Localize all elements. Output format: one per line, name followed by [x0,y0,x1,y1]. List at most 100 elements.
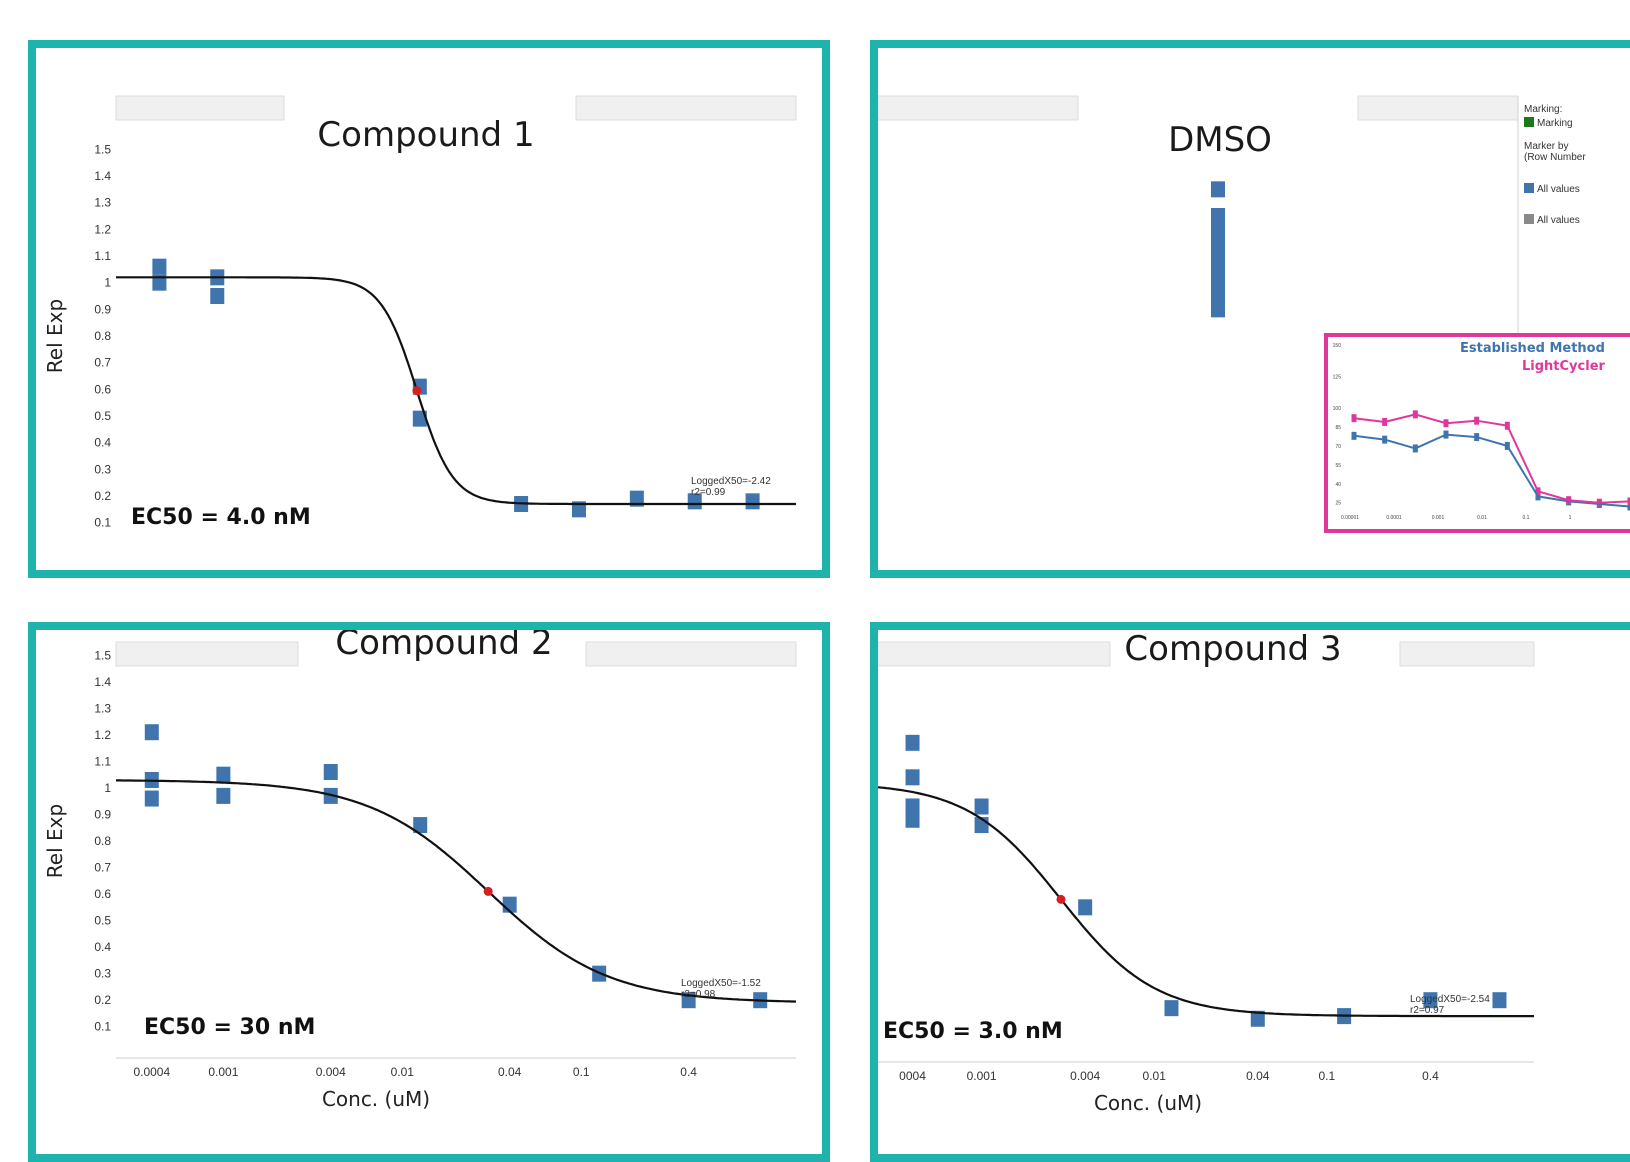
y-tick-label: 0.9 [94,807,111,821]
chart-title: DMSO [1168,120,1272,160]
y-tick-label: 0.2 [94,993,111,1007]
y-tick-label: 0.2 [94,489,111,503]
legend-marking-item: Marking [1537,118,1573,129]
data-point [906,769,920,785]
r2-label: r2=0.98 [681,989,716,1000]
data-point [1211,181,1225,197]
data-point [746,493,760,509]
y-tick-label: 1 [104,276,111,290]
chart-compound-2: Compound 21.51.41.31.21.110.90.80.70.60.… [36,630,822,1154]
data-point [906,735,920,751]
inset-y-tick: 70 [1335,444,1341,450]
inset-x-tick: 0.1 [1523,515,1530,521]
x-tick-label: 0.004 [316,1065,346,1079]
x-axis-label: Conc. (uM) [1094,1091,1202,1115]
fit-curve [116,780,796,1001]
data-point [324,764,338,780]
x-tick-label: 0.01 [1143,1069,1167,1083]
y-tick-label: 1.1 [94,754,111,768]
y-axis-label: Rel Exp [43,299,67,373]
legend-marking-title: Marking: [1524,104,1562,115]
x-tick-label: 0.4 [680,1065,697,1079]
ec50-point [412,386,421,395]
data-point [906,812,920,828]
y-tick-label: 0.9 [94,302,111,316]
y-tick-label: 0.1 [94,1020,111,1034]
x-tick-label: 0.001 [967,1069,997,1083]
inset-lightcycler-label: LightCycler [1522,359,1606,374]
inset-x-tick: 0.0001 [1386,515,1402,521]
data-point [210,288,224,304]
logged-x50-label: LoggedX50=-1.52 [681,978,761,989]
y-tick-label: 0.5 [94,409,111,423]
legend-marker-by-sub: (Row Number [1524,152,1586,163]
x-tick-label: 0.1 [573,1065,590,1079]
y-tick-label: 1.4 [94,169,111,183]
y-tick-label: 1.3 [94,701,111,715]
inset-y-tick: 125 [1333,375,1342,381]
ec50-label: EC50 = 4.0 nM [131,505,311,530]
y-tick-label: 0.5 [94,914,111,928]
data-point [145,724,159,740]
inset-y-tick: 100 [1333,406,1342,412]
x-tick-label: 0004 [899,1069,926,1083]
y-tick-label: 0.1 [94,516,111,530]
ec50-point [484,887,493,896]
logged-x50-label: LoggedX50=-2.42 [691,476,771,487]
chart-compound-1: Compound 11.51.41.31.21.110.90.80.70.60.… [36,48,822,570]
y-tick-label: 0.7 [94,861,111,875]
data-point [1078,899,1092,915]
y-tick-label: 1.1 [94,249,111,263]
header-bar [1358,96,1518,120]
x-tick-label: 0.04 [498,1065,522,1079]
chart-title: Compound 2 [335,630,552,663]
ec50-point [1056,895,1065,904]
y-tick-label: 0.7 [94,356,111,370]
legend-item1-label: All values [1537,184,1580,195]
inset-y-tick: 25 [1335,501,1341,507]
inset-y-tick: 85 [1335,425,1341,431]
inset-established-label: Established Method [1460,341,1605,356]
chart-panel-dmso: DMSO Marking: Marking Marker by(Row Number A… [870,40,1630,578]
header-bar [878,642,1110,666]
inset-y-tick: 150 [1333,343,1342,349]
header-bar [1400,642,1534,666]
data-point [152,259,166,275]
x-axis-label: Conc. (uM) [322,1087,430,1111]
y-tick-label: 1.5 [94,648,111,662]
x-tick-label: 0.04 [1246,1069,1270,1083]
ec50-label: EC50 = 3.0 nM [883,1019,1063,1044]
header-bar [116,642,298,666]
data-point [145,791,159,807]
x-tick-label: 0.001 [208,1065,238,1079]
y-tick-label: 1.2 [94,222,111,236]
y-tick-label: 0.8 [94,834,111,848]
y-axis-label: Rel Exp [43,804,67,878]
data-point [1211,301,1225,317]
inset-x-tick: 1 [1569,515,1572,521]
header-bar [576,96,796,120]
x-tick-label: 0.004 [1070,1069,1100,1083]
y-tick-label: 0.6 [94,382,111,396]
y-tick-label: 0.8 [94,329,111,343]
y-tick-label: 1.4 [94,675,111,689]
y-tick-label: 0.4 [94,940,111,954]
inset-x-tick: 0.00001 [1341,515,1359,521]
x-tick-label: 0.1 [1318,1069,1335,1083]
data-point [216,767,230,783]
data-point [1492,992,1506,1008]
y-tick-label: 0.6 [94,887,111,901]
inset-x-tick: 0.001 [1432,515,1445,521]
r2-label: r2=0.99 [691,487,726,498]
legend-marking-swatch [1524,117,1534,127]
data-point [1164,1000,1178,1016]
legend-marker-by-title: Marker by [1524,141,1568,152]
y-tick-label: 1.5 [94,142,111,156]
chart-dmso: DMSO Marking: Marking Marker by(Row Number A… [878,48,1630,570]
legend-item1-swatch [1524,183,1534,193]
y-tick-label: 1 [104,781,111,795]
x-tick-label: 0.01 [391,1065,415,1079]
y-tick-label: 0.3 [94,967,111,981]
